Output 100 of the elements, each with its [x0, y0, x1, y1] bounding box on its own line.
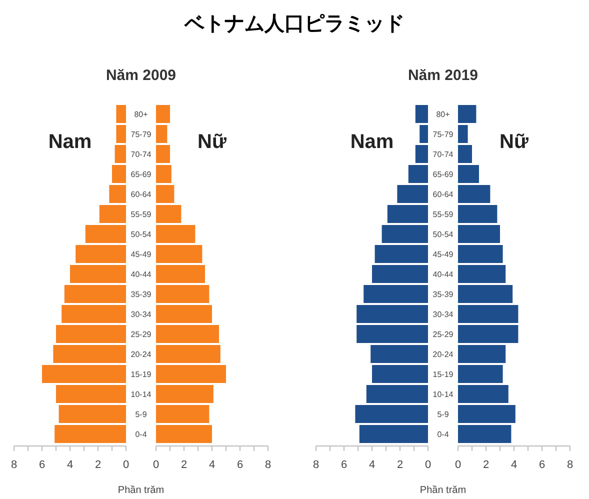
bar [156, 245, 202, 263]
bar [114, 145, 126, 163]
bar [156, 365, 226, 383]
bar [99, 205, 126, 223]
y-tick-label: 70-74 [432, 150, 454, 159]
y-tick-label: 35-39 [130, 290, 152, 299]
bar [156, 285, 210, 303]
y-tick-label: 55-59 [130, 210, 152, 219]
bar [356, 325, 428, 343]
bar [372, 265, 428, 283]
y-tick-label: 25-29 [130, 330, 152, 339]
bar [458, 245, 503, 263]
bar [70, 265, 126, 283]
bar [458, 425, 512, 443]
bar [420, 125, 428, 143]
bar [372, 365, 428, 383]
bar [42, 365, 126, 383]
y-tick-label: 20-24 [130, 350, 152, 359]
bar [458, 165, 479, 183]
bar [156, 105, 170, 123]
x-tick-label: 6 [340, 459, 348, 471]
bar [54, 425, 126, 443]
y-tick-label: 50-54 [130, 230, 152, 239]
y-tick-label: 35-39 [432, 290, 454, 299]
bar [56, 325, 126, 343]
bar [364, 285, 428, 303]
bar [458, 265, 506, 283]
y-tick-label: 45-49 [432, 250, 454, 259]
x-tick-label: 8 [312, 459, 320, 471]
bar [370, 345, 428, 363]
x-tick-label: 6 [236, 459, 244, 471]
bar [408, 165, 428, 183]
bar [156, 225, 196, 243]
y-tick-label: 40-44 [130, 270, 152, 279]
series-label: Nam [48, 131, 92, 153]
bar [382, 225, 428, 243]
bar [356, 305, 428, 323]
y-tick-label: 30-34 [432, 310, 454, 319]
x-axis-title: Phần trăm [118, 485, 164, 496]
bar [458, 125, 468, 143]
series-label: Nam [350, 131, 394, 153]
bar [58, 405, 126, 423]
y-tick-label: 40-44 [432, 270, 454, 279]
bar [116, 125, 126, 143]
x-tick-label: 4 [510, 459, 518, 471]
x-tick-label: 8 [10, 459, 18, 471]
bar [458, 345, 506, 363]
x-tick-label: 2 [396, 459, 404, 471]
bar [415, 145, 428, 163]
y-tick-label: 30-34 [130, 310, 152, 319]
y-tick-label: 60-64 [432, 190, 454, 199]
bar [116, 105, 126, 123]
bar [359, 425, 428, 443]
y-tick-label: 75-79 [130, 130, 152, 139]
x-tick-label: 8 [566, 459, 574, 471]
x-tick-label: 0 [152, 459, 160, 471]
bar [156, 265, 205, 283]
series-label: Nữ [500, 131, 529, 153]
bar [397, 185, 428, 203]
bar [458, 145, 472, 163]
x-tick-label: 2 [180, 459, 188, 471]
y-tick-label: 65-69 [432, 170, 454, 179]
bar [458, 285, 513, 303]
bar [156, 385, 214, 403]
x-axis-title: Phần trăm [420, 485, 466, 496]
text: ベトナム人口ピラミッド [184, 13, 404, 35]
x-tick-label: 0 [122, 459, 130, 471]
bar [64, 285, 126, 303]
chart-title: Năm 2009 [106, 67, 176, 84]
bar [156, 185, 174, 203]
bar [156, 125, 168, 143]
bar [458, 105, 476, 123]
bar [458, 185, 490, 203]
bar [415, 105, 428, 123]
y-tick-label: 65-69 [130, 170, 152, 179]
bar [366, 385, 428, 403]
bar [53, 345, 126, 363]
x-tick-label: 0 [424, 459, 432, 471]
bar [387, 205, 428, 223]
y-tick-label: 15-19 [432, 370, 454, 379]
bar [112, 165, 126, 183]
series-label: Nữ [198, 131, 227, 153]
bar [156, 405, 210, 423]
x-tick-label: 4 [66, 459, 74, 471]
bar [156, 165, 172, 183]
x-tick-label: 0 [454, 459, 462, 471]
x-tick-label: 4 [208, 459, 216, 471]
y-tick-label: 5-9 [437, 410, 450, 419]
bar [109, 185, 126, 203]
bar [156, 305, 212, 323]
bar [156, 345, 220, 363]
bar [85, 225, 126, 243]
bar [156, 205, 182, 223]
bar [458, 365, 503, 383]
y-tick-label: 75-79 [432, 130, 454, 139]
y-tick-label: 60-64 [130, 190, 152, 199]
x-tick-label: 6 [538, 459, 546, 471]
y-tick-label: 50-54 [432, 230, 454, 239]
x-tick-label: 2 [94, 459, 102, 471]
x-tick-label: 4 [368, 459, 376, 471]
